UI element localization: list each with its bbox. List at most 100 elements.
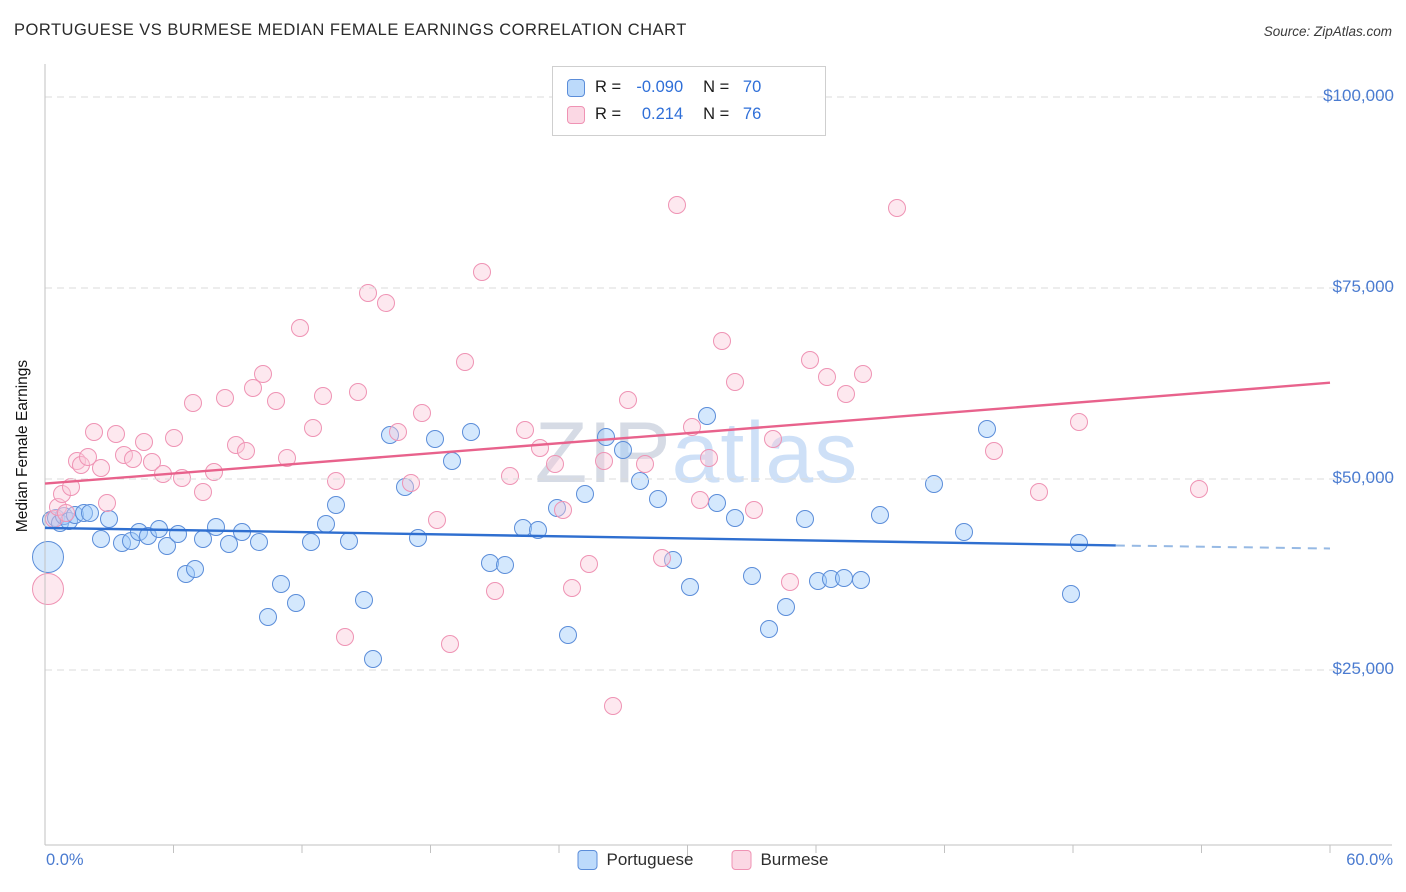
portuguese-point <box>442 452 461 471</box>
portuguese-point <box>327 495 346 514</box>
portuguese-point <box>924 474 943 493</box>
burmese-swatch <box>567 105 585 124</box>
portuguese-point <box>496 556 515 575</box>
y-axis-tick-label: $75,000 <box>1332 277 1394 296</box>
burmese-point <box>91 458 110 477</box>
burmese-point <box>61 478 80 497</box>
y-axis-tick-label: $100,000 <box>1323 86 1394 105</box>
portuguese-point <box>708 493 727 512</box>
burmese-point <box>85 422 104 441</box>
burmese-point <box>652 548 671 567</box>
burmese-point <box>500 466 519 485</box>
portuguese-legend-label: Portuguese <box>606 850 694 869</box>
portuguese-swatch <box>567 78 585 97</box>
x-axis-min-label: 0.0% <box>46 851 84 869</box>
burmese-point <box>545 454 564 473</box>
burmese-point <box>327 471 346 490</box>
portuguese-point <box>233 522 252 541</box>
burmese-point <box>254 364 273 383</box>
burmese-point <box>194 482 213 501</box>
burmese-point <box>984 442 1003 461</box>
chart-header: PORTUGUESE VS BURMESE MEDIAN FEMALE EARN… <box>0 0 1406 52</box>
portuguese-point <box>408 528 427 547</box>
portuguese-point <box>363 650 382 669</box>
portuguese-point <box>648 489 667 508</box>
burmese-point <box>164 428 183 447</box>
portuguese-point <box>742 567 761 586</box>
portuguese-point <box>355 590 374 609</box>
burmese-point <box>667 195 686 214</box>
burmese-point <box>603 696 622 715</box>
portuguese-point <box>168 525 187 543</box>
n-label: N = <box>703 105 730 123</box>
burmese-point <box>57 503 76 522</box>
portuguese-point <box>631 472 650 491</box>
burmese-point <box>335 628 354 647</box>
portuguese-point <box>271 574 290 593</box>
portuguese-point <box>725 508 744 527</box>
portuguese-point <box>834 568 853 587</box>
portuguese-point <box>301 533 320 552</box>
portuguese-point <box>149 520 168 539</box>
legend-item-burmese: Burmese <box>731 850 828 870</box>
burmese-point <box>854 364 873 383</box>
burmese-point <box>455 353 474 372</box>
burmese-point <box>635 455 654 474</box>
burmese-point <box>725 372 744 391</box>
r-label: R = <box>595 105 622 123</box>
burmese-point <box>134 433 153 452</box>
burmese-point <box>618 390 637 409</box>
burmese-point <box>359 283 378 302</box>
portuguese-point <box>978 419 997 438</box>
burmese-point <box>1190 479 1209 498</box>
burmese-point <box>515 421 534 440</box>
burmese-point <box>389 423 408 442</box>
r-label: R = <box>595 78 622 96</box>
portuguese-point <box>91 529 110 548</box>
correlation-legend: R = -0.090 N = 70 R = 0.214 N = 76 <box>552 66 826 136</box>
portuguese-point <box>185 560 204 579</box>
portuguese-point <box>32 540 65 573</box>
burmese-point <box>376 294 395 313</box>
burmese-point <box>1070 412 1089 431</box>
portuguese-stats: R = -0.090 N = 70 <box>595 78 761 97</box>
burmese-point <box>412 403 431 422</box>
burmese-legend-label: Burmese <box>760 850 829 869</box>
burmese-point <box>267 392 286 411</box>
burmese-point <box>554 500 573 519</box>
burmese-point <box>205 463 224 482</box>
portuguese-point <box>1061 585 1080 604</box>
burmese-point <box>440 635 459 654</box>
portuguese-n-value: 70 <box>742 78 762 96</box>
burmese-point <box>427 511 446 530</box>
portuguese-point <box>250 532 269 551</box>
portuguese-point <box>680 577 699 596</box>
burmese-point <box>712 331 731 350</box>
burmese-point <box>836 385 855 404</box>
portuguese-r-value: -0.090 <box>636 78 684 96</box>
burmese-point <box>579 554 598 573</box>
portuguese-point <box>528 521 547 540</box>
burmese-point <box>173 469 192 488</box>
series-legend: Portuguese Burmese <box>577 850 828 870</box>
portuguese-point <box>316 515 335 534</box>
burmese-point <box>237 441 256 460</box>
burmese-point <box>764 429 783 448</box>
burmese-point <box>888 198 907 217</box>
portuguese-point <box>575 484 594 503</box>
burmese-point <box>562 579 581 598</box>
burmese-point <box>32 573 65 606</box>
portuguese-point <box>1070 534 1089 553</box>
portuguese-point <box>80 504 99 523</box>
chart-title: PORTUGUESE VS BURMESE MEDIAN FEMALE EARN… <box>14 21 687 39</box>
x-axis-max-label: 60.0% <box>1346 851 1393 869</box>
burmese-point <box>153 464 172 483</box>
portuguese-point <box>207 518 226 537</box>
burmese-n-value: 76 <box>742 105 762 123</box>
burmese-point <box>699 449 718 468</box>
portuguese-point <box>425 429 444 448</box>
portuguese-point <box>462 422 481 441</box>
legend-burmese-row: R = 0.214 N = 76 <box>553 101 825 128</box>
burmese-swatch <box>731 850 752 870</box>
portuguese-point <box>777 598 796 617</box>
